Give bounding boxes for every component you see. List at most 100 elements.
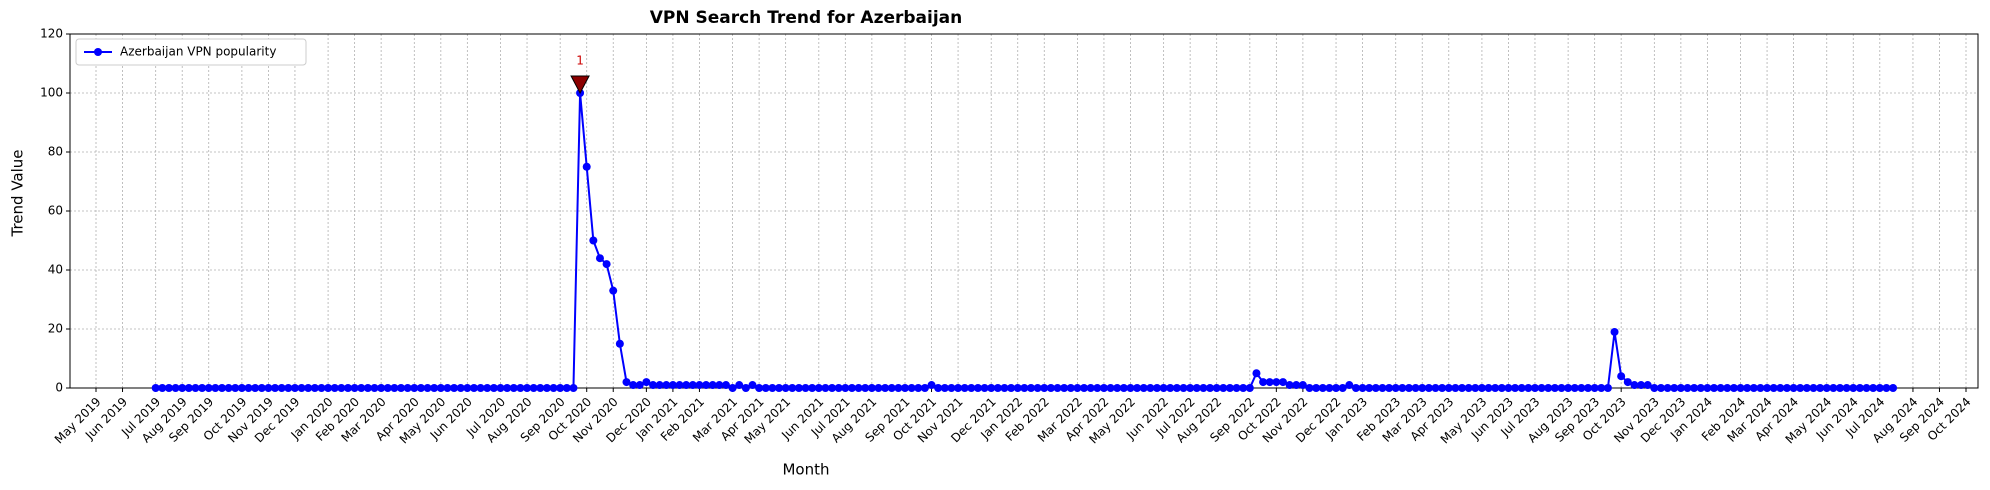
data-point <box>748 381 757 390</box>
data-point <box>191 384 200 392</box>
data-point <box>1113 384 1122 392</box>
data-point <box>1763 384 1772 392</box>
data-point <box>1438 384 1447 392</box>
data-point <box>821 384 830 392</box>
data-point <box>556 384 565 392</box>
data-point <box>1590 384 1599 392</box>
data-point <box>1511 384 1520 392</box>
data-point <box>151 384 160 392</box>
data-point <box>1152 384 1161 392</box>
data-point <box>788 384 797 392</box>
data-point <box>920 384 929 392</box>
data-point <box>158 384 167 392</box>
data-point <box>1225 384 1234 392</box>
data-point <box>1265 378 1274 387</box>
data-point <box>1650 384 1659 392</box>
data-point <box>397 384 406 392</box>
data-point <box>1424 384 1433 392</box>
data-point <box>1716 384 1725 392</box>
data-point <box>1809 384 1818 392</box>
data-point <box>847 384 856 392</box>
data-point <box>1690 384 1699 392</box>
data-point <box>1013 384 1022 392</box>
data-point <box>854 384 863 392</box>
data-point <box>1318 384 1327 392</box>
data-point <box>1219 384 1228 392</box>
data-point <box>1199 384 1208 392</box>
data-point <box>907 384 916 392</box>
data-point <box>1603 384 1612 392</box>
data-point <box>357 384 366 392</box>
data-point <box>1351 384 1360 392</box>
data-point <box>960 384 969 392</box>
y-axis-label: Trend Value <box>9 149 27 237</box>
data-point <box>695 381 704 390</box>
data-point <box>1530 384 1539 392</box>
data-point <box>1464 384 1473 392</box>
data-point <box>1106 384 1115 392</box>
data-point <box>1829 384 1838 392</box>
data-point <box>1325 384 1334 392</box>
data-point <box>973 384 982 392</box>
y-tick-label: 80 <box>48 145 63 159</box>
data-point <box>1212 384 1221 392</box>
data-point <box>728 384 737 392</box>
data-point <box>861 384 870 392</box>
data-point <box>231 384 240 392</box>
data-point <box>1743 384 1752 392</box>
data-point <box>881 384 890 392</box>
data-point <box>1703 384 1712 392</box>
data-point <box>1882 384 1891 392</box>
data-point <box>483 384 492 392</box>
data-point <box>1623 378 1632 387</box>
data-point <box>688 381 697 390</box>
data-point <box>1610 327 1619 336</box>
data-point <box>1020 384 1029 392</box>
data-point <box>682 381 691 390</box>
legend-box <box>75 38 307 66</box>
data-point <box>980 384 989 392</box>
data-point <box>1206 384 1215 392</box>
data-point <box>1365 384 1374 392</box>
data-point <box>1782 384 1791 392</box>
data-point <box>1133 384 1142 392</box>
data-point <box>622 378 631 387</box>
data-point <box>768 384 777 392</box>
legend-label: Azerbaijan VPN popularity <box>120 45 276 59</box>
data-point <box>595 254 604 263</box>
data-point <box>463 384 472 392</box>
data-point <box>1272 378 1281 387</box>
data-point <box>171 384 180 392</box>
data-point <box>1126 384 1135 392</box>
data-point <box>675 381 684 390</box>
data-point <box>901 384 910 392</box>
y-tick-label: 60 <box>48 204 63 218</box>
data-point <box>224 384 233 392</box>
y-tick-label: 0 <box>55 381 63 395</box>
data-point <box>1139 384 1148 392</box>
data-point <box>927 381 936 390</box>
data-point <box>523 384 532 392</box>
data-point <box>410 384 419 392</box>
data-point <box>1630 381 1639 390</box>
data-point <box>1451 384 1460 392</box>
data-point <box>1656 384 1665 392</box>
data-point <box>1086 384 1095 392</box>
data-point <box>1776 384 1785 392</box>
data-point <box>1252 369 1261 378</box>
data-point <box>1577 384 1586 392</box>
data-point <box>1597 384 1606 392</box>
data-point <box>1040 384 1049 392</box>
data-point <box>715 381 724 390</box>
data-point <box>1285 381 1294 390</box>
data-point <box>867 384 876 392</box>
data-point <box>642 378 651 387</box>
data-point <box>1046 384 1055 392</box>
data-point <box>841 384 850 392</box>
data-point <box>284 384 293 392</box>
data-point <box>317 384 326 392</box>
data-point <box>297 384 306 392</box>
data-point <box>509 384 518 392</box>
data-point <box>1570 384 1579 392</box>
